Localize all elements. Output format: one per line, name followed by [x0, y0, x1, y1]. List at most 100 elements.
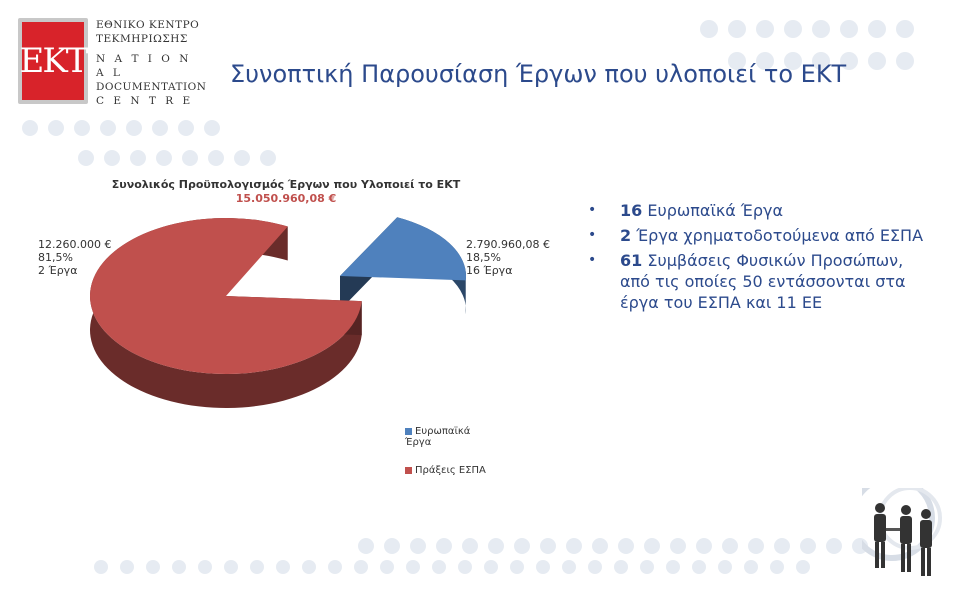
decorative-dot: [728, 20, 746, 38]
decorative-dot: [748, 538, 764, 554]
decorative-dot: [700, 20, 718, 38]
decorative-dot: [436, 538, 452, 554]
decorative-dot: [666, 560, 680, 574]
decorative-dot: [208, 150, 224, 166]
legend-label-eu: Ευρωπαϊκά Έργα: [405, 426, 471, 448]
decorative-dot: [540, 538, 556, 554]
ekt-logo: EKT ΕΘΝΙΚΟ ΚΕΝΤΡΟ ΤΕΚΜΗΡΙΩΣΗΣ N A T I O …: [16, 14, 206, 107]
bullet-list: 16 Ευρωπαϊκά Έργα 2 Έργα χρηματοδοτούμεν…: [588, 200, 928, 317]
pie-slice-wall: [226, 296, 362, 336]
bullet-item: 16 Ευρωπαϊκά Έργα: [588, 200, 928, 221]
decorative-dot: [302, 560, 316, 574]
decorative-dot: [510, 560, 524, 574]
decorative-dot: [744, 560, 758, 574]
decorative-dot: [462, 538, 478, 554]
decorative-dot: [718, 560, 732, 574]
legend-item-espa: Πράξεις ΕΣΠΑ: [405, 465, 486, 476]
decorative-dot: [384, 538, 400, 554]
bullet-number: 61: [620, 251, 643, 270]
decorative-dot: [614, 560, 628, 574]
decorative-dot: [796, 560, 810, 574]
data-label-espa-count: 2 Έργα: [38, 264, 78, 277]
decorative-dot: [156, 150, 172, 166]
decorative-dot: [234, 150, 250, 166]
decorative-dot: [22, 120, 38, 136]
decorative-dot: [458, 560, 472, 574]
legend-label-espa: Πράξεις ΕΣΠΑ: [415, 465, 486, 476]
decorative-dot: [104, 150, 120, 166]
decorative-dot: [276, 560, 290, 574]
logo-greek-line2: ΤΕΚΜΗΡΙΩΣΗΣ: [96, 33, 188, 45]
pie-slice-side: [90, 218, 362, 408]
decorative-dot: [896, 52, 914, 70]
decorative-dot: [812, 52, 830, 70]
decorative-dot: [74, 120, 90, 136]
bullet-text: Έργα χρηματοδοτούμενα από ΕΣΠΑ: [631, 226, 924, 245]
decorative-dot: [250, 560, 264, 574]
decorative-dot: [514, 538, 530, 554]
decorative-dot: [770, 560, 784, 574]
logo-text: ΕΘΝΙΚΟ ΚΕΝΤΡΟ ΤΕΚΜΗΡΙΩΣΗΣ N A T I O N A …: [96, 18, 206, 108]
bullet-number: 16: [620, 201, 643, 220]
pie-slice: [90, 218, 362, 374]
decorative-dot: [488, 538, 504, 554]
decorative-dot: [618, 538, 634, 554]
pie-slice-side: [397, 217, 467, 315]
decorative-dot: [812, 20, 830, 38]
decorative-dot: [354, 560, 368, 574]
pie-slice: [340, 217, 467, 281]
decorative-dot: [406, 560, 420, 574]
decorative-dot: [774, 538, 790, 554]
decorative-dot: [182, 150, 198, 166]
legend-item-eu: Ευρωπαϊκά Έργα: [405, 426, 485, 448]
decorative-dot: [224, 560, 238, 574]
decorative-dot: [120, 560, 134, 574]
decorative-dot: [536, 560, 550, 574]
decorative-dot: [94, 560, 108, 574]
decorative-dot: [198, 560, 212, 574]
decorative-dot: [410, 538, 426, 554]
bullet-number: 2: [620, 226, 632, 245]
decorative-dot: [784, 52, 802, 70]
decorative-dot: [800, 538, 816, 554]
data-label-eu-count: 16 Έργα: [466, 264, 513, 277]
decorative-dot: [152, 120, 168, 136]
bullet-item: 2 Έργα χρηματοδοτούμενα από ΕΣΠΑ: [588, 225, 928, 246]
decorative-dot: [566, 538, 582, 554]
chart-title: Συνολικός Προϋπολογισμός Έργων που Υλοπο…: [111, 178, 461, 191]
logo-english-line2: DOCUMENTATION: [96, 81, 207, 93]
decorative-dot: [640, 560, 654, 574]
legend-swatch-espa: [405, 466, 412, 474]
decorative-dot: [722, 538, 738, 554]
decorative-dot: [260, 150, 276, 166]
bullet-text: Συμβάσεις Φυσικών Προσώπων, από τις οποί…: [620, 251, 906, 312]
business-people-illustration: [862, 488, 942, 576]
decorative-dot: [146, 560, 160, 574]
pie-slice-wall: [340, 217, 398, 310]
legend-swatch-eu: [405, 427, 412, 435]
decorative-dot: [756, 52, 774, 70]
decorative-dot: [484, 560, 498, 574]
data-label-eu: 2.790.960,08 € 18,5% 16 Έργα: [466, 238, 550, 277]
data-label-eu-percent: 18,5%: [466, 251, 501, 264]
chart-subtitle: 15.050.960,08 €: [235, 192, 337, 205]
decorative-dot: [588, 560, 602, 574]
logo-greek-line1: ΕΘΝΙΚΟ ΚΕΝΤΡΟ: [96, 19, 200, 31]
decorative-dot: [562, 560, 576, 574]
logo-mark: EKT: [18, 18, 88, 104]
decorative-dot: [728, 52, 746, 70]
bullet-item: 61 Συμβάσεις Φυσικών Προσώπων, από τις ο…: [588, 250, 928, 313]
logo-english-line3: C E N T R E: [96, 95, 194, 107]
decorative-dot: [592, 538, 608, 554]
decorative-dot: [126, 120, 142, 136]
decorative-dot: [840, 20, 858, 38]
data-label-eu-amount: 2.790.960,08 €: [466, 238, 550, 251]
decorative-dot: [328, 560, 342, 574]
decorative-dot: [130, 150, 146, 166]
data-label-espa-amount: 12.260.000 €: [38, 238, 112, 251]
decorative-dot: [358, 538, 374, 554]
decorative-dot: [692, 560, 706, 574]
decorative-dot: [380, 560, 394, 574]
data-label-espa: 12.260.000 € 81,5% 2 Έργα: [38, 238, 111, 277]
logo-english-line1: N A T I O N A L: [96, 53, 192, 79]
